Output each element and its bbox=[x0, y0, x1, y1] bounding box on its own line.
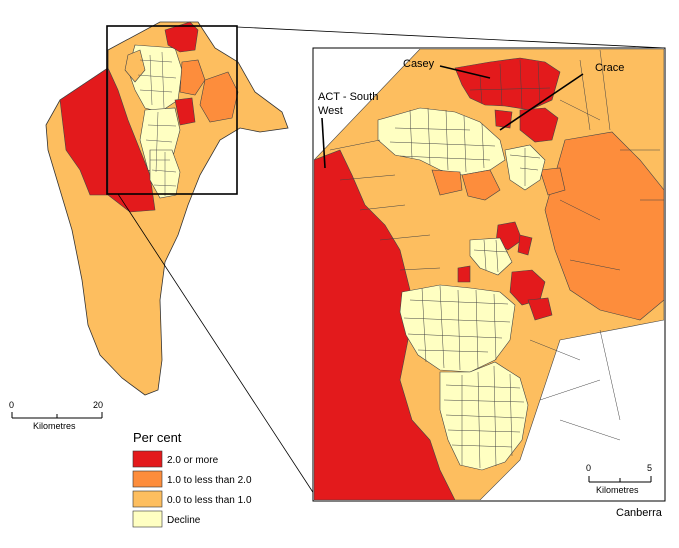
central-red-2 bbox=[517, 234, 533, 256]
inner-south-decline bbox=[469, 237, 513, 276]
legend-label-mid-high: 1.0 to less than 2.0 bbox=[167, 475, 252, 486]
inset-caption: Canberra bbox=[616, 507, 663, 519]
legend-label-decline: Decline bbox=[167, 515, 201, 526]
overview-scale-start: 0 bbox=[9, 400, 14, 410]
legend-swatch-mid-high bbox=[132, 470, 163, 488]
mid-red-small bbox=[457, 265, 471, 283]
overview-scale-end: 20 bbox=[93, 400, 103, 410]
inset-map: Casey Crace ACT - South West 0 5 Kilomet… bbox=[312, 47, 666, 502]
casey-leader bbox=[439, 65, 491, 79]
connector-top bbox=[236, 26, 666, 49]
connector-bottom bbox=[117, 193, 319, 501]
overview-scale-bar: 0 20 Kilometres bbox=[9, 400, 103, 431]
overview-light-orange-pocket bbox=[124, 49, 146, 83]
inset-scale-end: 5 bbox=[647, 463, 652, 473]
legend-swatch-decline bbox=[132, 510, 163, 528]
legend-swatch-high bbox=[132, 450, 163, 468]
label-act-south-west-line1: ACT - South bbox=[318, 91, 378, 103]
legend-label-mid-low: 0.0 to less than 1.0 bbox=[167, 495, 252, 506]
north-red-small bbox=[494, 109, 513, 129]
inset-scale-start: 0 bbox=[586, 463, 591, 473]
legend-title: Per cent bbox=[133, 430, 182, 445]
crace-leader bbox=[499, 73, 584, 131]
crace-region bbox=[519, 107, 559, 143]
legend: Per cent 2.0 or more 1.0 to less than 2.… bbox=[132, 430, 252, 528]
north-orange-1 bbox=[179, 59, 206, 96]
inset-scale-bar: 0 5 Kilometres bbox=[586, 463, 652, 495]
overview-suburb-lines bbox=[137, 51, 177, 196]
inset-scale-unit: Kilometres bbox=[596, 485, 639, 495]
belconnen-orange-2 bbox=[431, 169, 463, 196]
legend-label-high: 2.0 or more bbox=[167, 455, 219, 466]
central-red-4 bbox=[527, 297, 553, 321]
overview-scale-unit: Kilometres bbox=[33, 421, 76, 431]
label-crace: Crace bbox=[595, 62, 624, 74]
belconnen-orange-1 bbox=[461, 169, 501, 201]
zoom-extent-box bbox=[106, 25, 238, 195]
legend-swatch-mid-low bbox=[132, 490, 163, 508]
inset-south-west bbox=[314, 149, 456, 500]
overview-map bbox=[45, 21, 289, 396]
label-casey: Casey bbox=[403, 58, 435, 70]
act-south-west-leader bbox=[321, 117, 326, 169]
north-east-orange bbox=[199, 71, 239, 123]
inset-east-orange bbox=[544, 131, 664, 321]
belconnen-orange-3 bbox=[539, 167, 566, 196]
inset-suburb-lines bbox=[329, 49, 664, 469]
casey-overview bbox=[164, 21, 199, 53]
central-red-1 bbox=[174, 97, 196, 126]
label-act-south-west-line2: West bbox=[318, 105, 343, 117]
